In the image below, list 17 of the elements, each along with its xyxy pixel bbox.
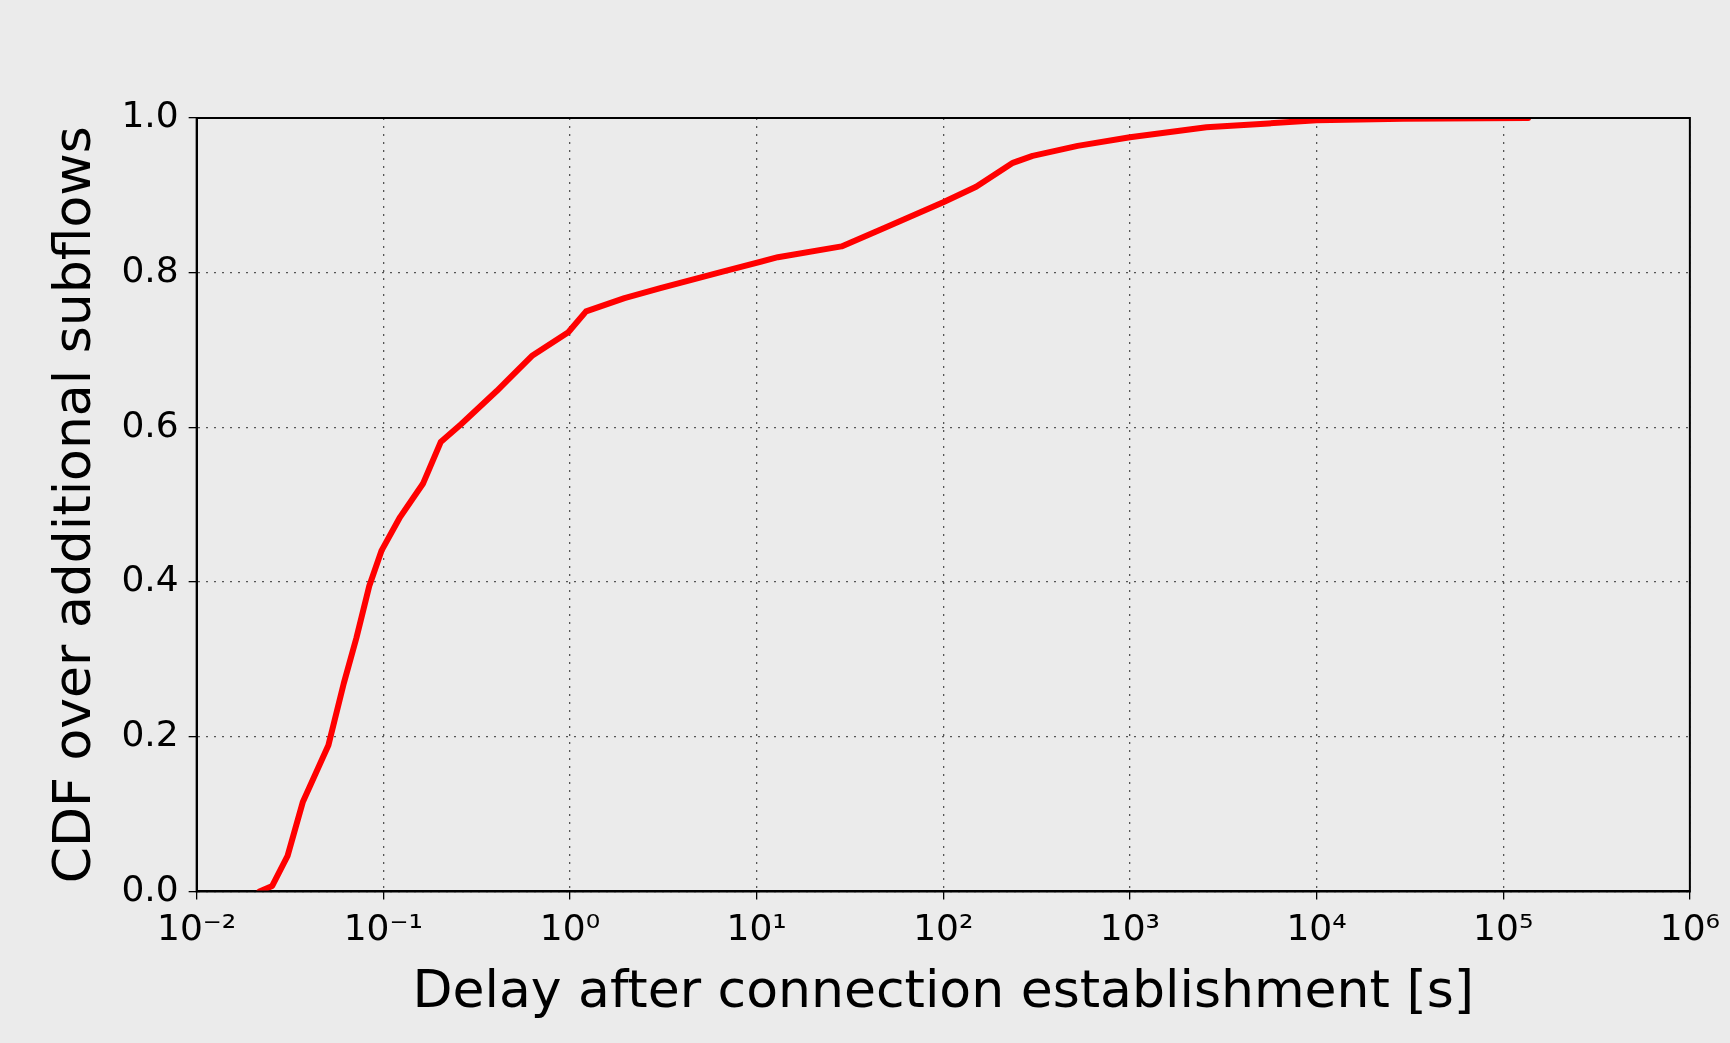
x-tick-label: 10⁴ [1286, 907, 1347, 949]
y-axis-title: CDF over additional subflows [41, 126, 102, 884]
x-tick-label: 10² [913, 907, 974, 949]
y-tick-label: 0.8 [121, 249, 179, 291]
y-tick-label: 0.6 [121, 403, 179, 445]
x-tick-label: 10⁶ [1659, 907, 1720, 949]
y-tick-label: 1.0 [121, 94, 179, 136]
y-tick-label: 0.0 [121, 867, 179, 909]
x-tick-label: 10⁻¹ [343, 907, 423, 949]
x-tick-label: 10³ [1099, 907, 1161, 949]
x-tick-label: 10⁻² [157, 907, 237, 949]
x-tick-label: 10¹ [726, 907, 787, 949]
y-tick-label: 0.4 [121, 558, 179, 600]
x-axis-title: Delay after connection establishment [s] [412, 959, 1475, 1020]
x-tick-label: 10⁰ [539, 907, 601, 949]
x-tick-label: 10⁵ [1473, 907, 1534, 949]
y-tick-label: 0.2 [121, 713, 179, 755]
